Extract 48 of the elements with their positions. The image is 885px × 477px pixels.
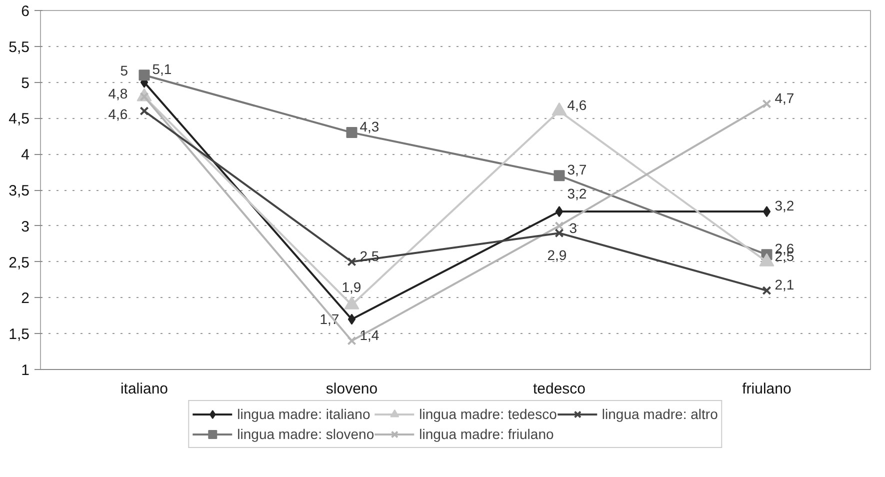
point xyxy=(347,336,356,346)
point xyxy=(762,99,772,108)
legend-label: lingua madre: tedesco xyxy=(419,406,557,422)
data-label: 4,3 xyxy=(360,118,380,135)
point xyxy=(554,221,564,230)
y-tick-label: 1 xyxy=(21,362,30,379)
x-tick-label: sloveno xyxy=(326,380,378,398)
data-label: 4,6 xyxy=(567,97,587,114)
data-label: 2,1 xyxy=(774,276,794,293)
data-label: 4,7 xyxy=(774,90,794,106)
y-tick-label: 1,5 xyxy=(8,326,30,344)
x-tick-label: tedesco xyxy=(532,380,586,398)
point xyxy=(138,70,150,81)
y-tick-label: 3 xyxy=(21,218,30,236)
point xyxy=(348,314,356,325)
point xyxy=(554,228,564,238)
point xyxy=(140,106,149,116)
y-tick-label: 2 xyxy=(21,290,30,308)
legend-label: lingua madre: friulano xyxy=(419,426,554,442)
data-label: 5,1 xyxy=(152,61,172,78)
y-tick-label: 6 xyxy=(21,3,30,20)
y-tick-label: 5,5 xyxy=(8,38,30,56)
data-label: 2,9 xyxy=(547,247,567,264)
y-tick-label: 5 xyxy=(21,74,30,92)
data-label: 3 xyxy=(569,220,578,236)
legend-label: lingua madre: italiano xyxy=(237,406,370,422)
point xyxy=(762,286,772,296)
point xyxy=(555,206,564,218)
point xyxy=(347,257,356,266)
y-tick-label: 3,5 xyxy=(8,182,30,200)
data-label: 1,4 xyxy=(360,326,380,343)
y-tick-label: 4 xyxy=(21,146,30,164)
point xyxy=(762,206,771,218)
data-label: 3,2 xyxy=(774,198,794,214)
x-tick-label: italiano xyxy=(120,380,168,398)
data-label: 3,2 xyxy=(567,186,587,202)
x-tick-label: friulano xyxy=(742,380,792,398)
point xyxy=(346,127,358,138)
y-tick-label: 2,5 xyxy=(8,254,30,272)
point xyxy=(554,170,565,182)
legend-label: lingua madre: altro xyxy=(602,406,718,422)
data-label: 4,6 xyxy=(108,106,128,122)
data-label: 4,8 xyxy=(108,86,128,102)
legend-label: lingua madre: sloveno xyxy=(237,426,374,442)
y-tick-label: 4,5 xyxy=(8,110,30,128)
data-label: 1,9 xyxy=(342,278,362,295)
data-label: 3,7 xyxy=(567,162,587,178)
data-label: 5 xyxy=(120,62,128,78)
